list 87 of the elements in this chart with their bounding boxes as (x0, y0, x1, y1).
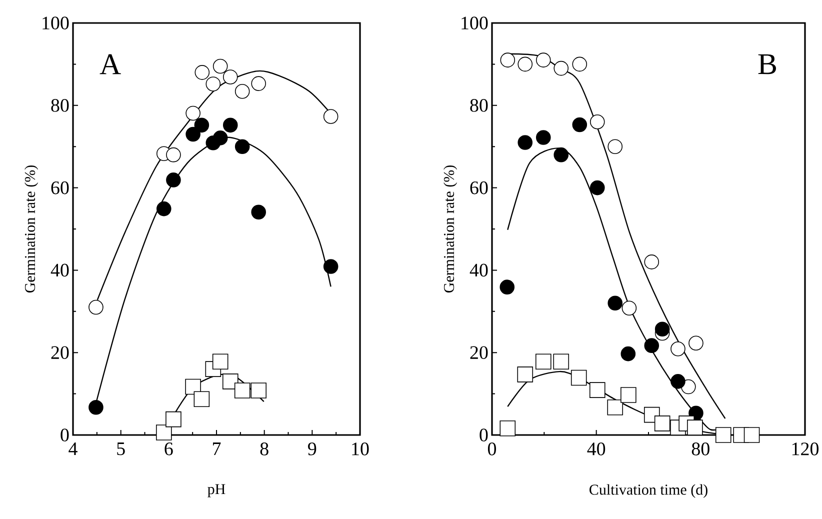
point (194, 118, 210, 133)
point (222, 70, 238, 84)
x-tick-label: 80 (692, 442, 710, 456)
point (715, 427, 732, 443)
point (688, 336, 704, 351)
x-tick-label: 120 (792, 442, 819, 456)
point (553, 354, 570, 370)
x-axis-title: pH (208, 484, 226, 498)
point (156, 424, 172, 440)
point (570, 370, 587, 386)
y-tick-label: 20 (470, 346, 488, 359)
point (589, 382, 606, 398)
point (518, 56, 533, 72)
y-axis-title: Germination rate (%) (24, 166, 38, 293)
point (535, 354, 552, 370)
y-tick-label: 40 (470, 264, 488, 277)
y-tick-label: 60 (470, 181, 488, 194)
point (186, 106, 200, 121)
point (166, 147, 181, 162)
point (251, 76, 266, 91)
annotation: A (100, 54, 121, 74)
x-axis-title: Cultivation time (d) (590, 484, 708, 498)
x-tick-label: 5 (117, 442, 125, 456)
point (554, 147, 569, 162)
point (644, 254, 660, 270)
point (250, 382, 266, 398)
point (156, 201, 172, 216)
point (234, 139, 250, 154)
point (88, 300, 104, 315)
y-tick-label: 0 (60, 428, 69, 442)
point (620, 346, 636, 362)
point (536, 130, 551, 145)
point (212, 130, 228, 146)
point (234, 382, 250, 398)
point (166, 411, 182, 428)
point (608, 296, 623, 311)
y-tick-label: 20 (51, 346, 69, 359)
point (518, 135, 533, 150)
y-axis-title: Germination rate (%) (444, 166, 458, 293)
point (670, 374, 686, 389)
point (234, 84, 250, 99)
point (644, 338, 660, 353)
point (186, 126, 200, 142)
point (206, 76, 221, 92)
y-tick-label: 100 (42, 16, 69, 30)
x-tick-label: 6 (164, 442, 173, 456)
point (500, 280, 515, 294)
point (554, 60, 569, 76)
point (654, 416, 670, 432)
point (572, 56, 588, 72)
x-tick-label: 10 (352, 442, 369, 456)
x-tick-label: 4 (68, 442, 78, 456)
point (654, 322, 670, 337)
x-tick-label: 9 (308, 442, 316, 456)
point (670, 341, 686, 356)
point (323, 259, 338, 274)
point (166, 172, 181, 188)
y-tick-label: 80 (470, 98, 488, 112)
point (744, 427, 760, 443)
annotation: B (758, 54, 776, 74)
y-tick-label: 40 (50, 264, 69, 277)
point (590, 114, 605, 130)
point (500, 52, 516, 68)
point (194, 65, 210, 80)
point (500, 420, 516, 436)
point (222, 118, 238, 133)
x-tick-label: 0 (488, 442, 496, 456)
point (251, 204, 266, 220)
x-tick-label: 8 (260, 442, 268, 456)
x-tick-label: 40 (587, 442, 606, 456)
point (323, 109, 338, 124)
y-tick-label: 80 (51, 98, 69, 112)
point (590, 180, 605, 196)
point (212, 58, 228, 74)
x-tick-label: 7 (213, 442, 221, 455)
point (88, 400, 104, 415)
point (608, 139, 623, 154)
point (622, 300, 637, 316)
point (212, 354, 228, 370)
point (517, 366, 534, 382)
point (687, 420, 703, 436)
y-tick-label: 0 (480, 428, 488, 442)
point (194, 391, 210, 408)
y-tick-label: 60 (51, 181, 69, 194)
point (536, 52, 551, 68)
point (572, 117, 588, 132)
y-tick-label: 100 (462, 16, 488, 30)
